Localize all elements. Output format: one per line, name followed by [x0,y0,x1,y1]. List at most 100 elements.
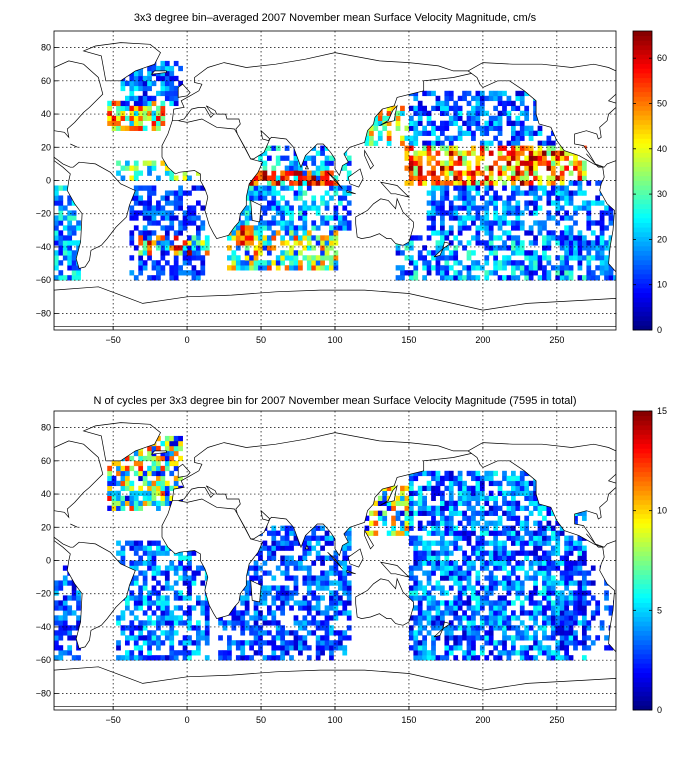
bin-cell [493,525,498,531]
bin-cell [262,615,268,621]
bin-cell [510,615,516,621]
bin-cell [191,550,197,556]
bin-cell [426,190,432,196]
land-mass [54,156,136,269]
bin-cell [524,275,530,281]
bin-cell [187,550,192,556]
bin-cell [133,105,139,112]
bin-cell [506,200,512,206]
bin-cell [151,100,157,107]
bin-cell [142,610,148,616]
bin-cell [519,150,525,156]
bin-cell [120,470,126,477]
bin-cell [484,140,490,146]
bin-cell [151,565,157,571]
bin-cell [586,250,592,256]
bin-cell [142,230,148,236]
colorbar-swatch [633,68,652,74]
x-tick-label: 0 [185,335,190,345]
bin-cell [519,635,525,641]
bin-cell [298,560,303,566]
bin-cell [479,155,485,161]
bin-cell [120,165,126,171]
bin-cell [426,575,432,581]
bin-cell [62,215,68,221]
bin-cell [466,265,472,271]
bin-cell [475,120,481,126]
bin-cell [440,475,445,482]
bin-cell [244,225,250,231]
bin-cell [120,480,126,487]
bin-cell [373,510,379,516]
bin-cell [546,595,552,601]
bin-cell [262,160,268,166]
bin-cell [515,115,521,121]
bin-cell [258,240,263,246]
y-tick-label: 40 [41,109,51,119]
bin-cell [564,620,569,626]
bin-cell [550,265,556,271]
bin-cell [484,180,490,186]
bin-cell [422,500,427,506]
bin-cell [542,270,547,276]
bin-cell [466,165,472,171]
bin-cell [533,535,538,541]
bin-cell [147,250,152,256]
bin-cell [151,460,157,467]
land-mass [70,523,78,528]
bin-cell [133,625,139,631]
bin-cell [160,250,166,256]
bin-cell [479,650,485,656]
bin-cell [564,245,569,251]
bin-cell [471,625,476,631]
bin-cell [262,570,268,576]
bin-cell [444,175,450,181]
bin-cell [426,620,432,626]
bin-cell [519,125,525,131]
bin-cell [568,270,574,276]
bin-cell [528,135,534,141]
colorbar-swatch [633,199,652,205]
bin-cell [315,620,321,626]
bin-cell [169,450,175,457]
bin-cell [524,270,530,276]
bin-cell [142,560,148,566]
bin-cell [533,485,538,492]
colorbar-tick-label: 50 [657,98,667,108]
bin-cell [537,535,543,541]
bin-cell [431,155,436,161]
bin-cell [573,210,578,216]
bin-cell [581,615,587,621]
bin-cell [448,510,454,516]
bin-cell [550,630,556,636]
bin-cell [302,620,308,626]
bin-cell [133,595,139,601]
bin-cell [62,595,68,601]
bin-cell [298,210,303,216]
bin-cell [573,605,578,611]
bin-cell [249,260,254,266]
bin-cell [408,590,414,596]
bin-cell [311,590,317,596]
bin-cell [519,130,525,136]
bin-cell [391,485,396,492]
bin-cell [497,560,503,566]
bin-cell [302,160,308,166]
bin-cell [502,510,507,516]
bin-cell [435,585,441,591]
bin-cell [484,240,490,246]
bin-cell [107,475,112,482]
bin-cell [329,655,334,661]
colorbar-swatch [633,541,652,547]
bin-cell [422,585,427,591]
bin-cell [382,510,388,516]
bin-cell [426,265,432,271]
bin-cell [324,640,330,646]
bin-cell [302,595,308,601]
bin-cell [493,120,498,126]
bin-cell [417,490,423,497]
bin-cell [537,565,543,571]
bin-cell [289,255,294,261]
bin-cell [138,470,144,477]
bin-cell [471,110,476,117]
